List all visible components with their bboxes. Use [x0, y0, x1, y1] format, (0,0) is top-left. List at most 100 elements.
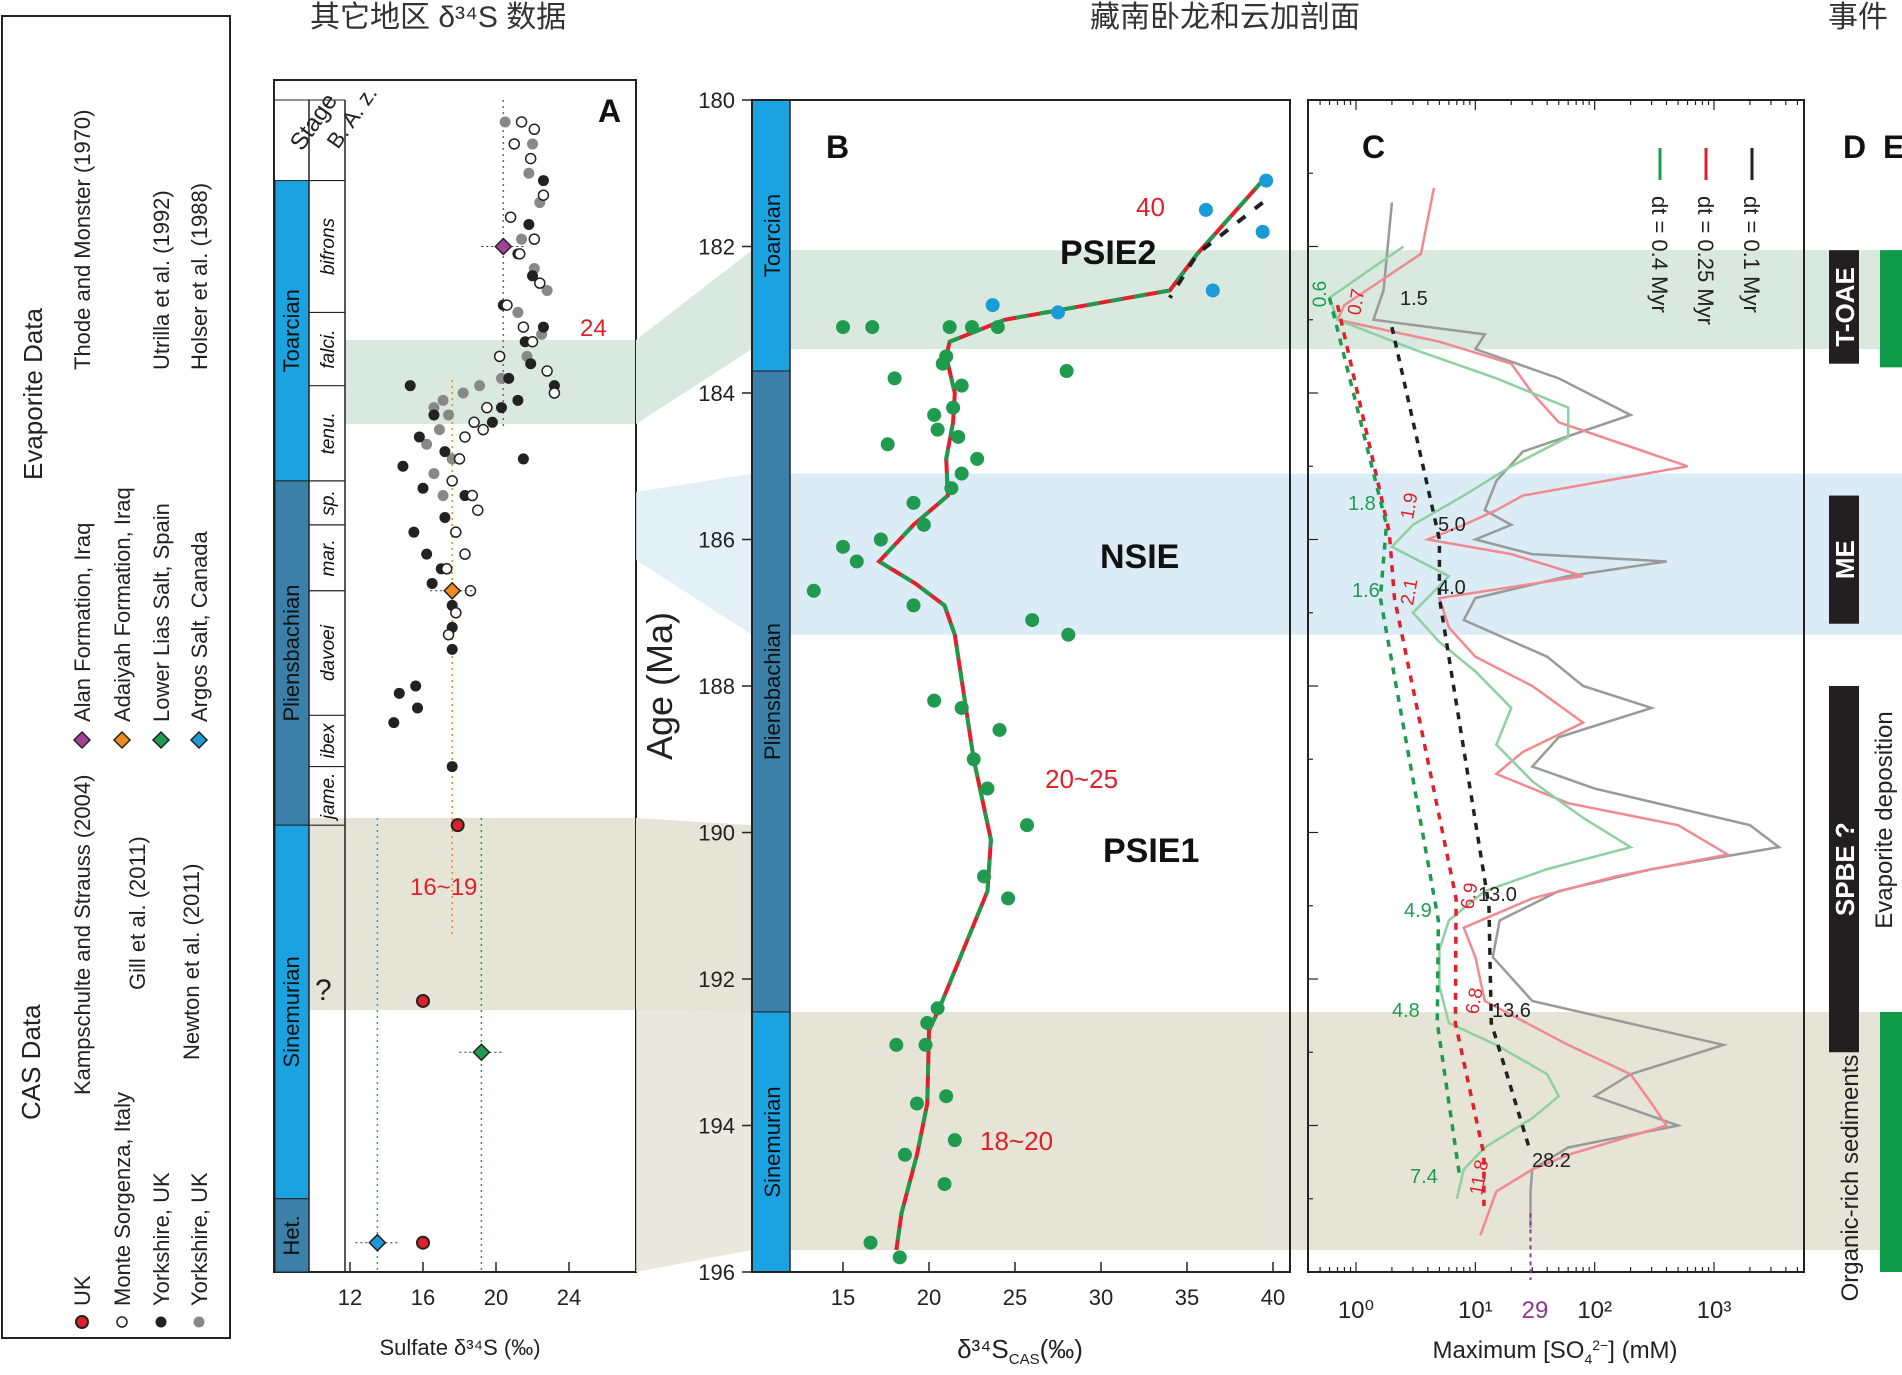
- cas-point-green: [992, 722, 1007, 737]
- connector-tan: [636, 818, 752, 1012]
- monte-sorgenza-point: [508, 138, 520, 150]
- cas-point-green: [865, 320, 880, 335]
- ytick-label-b: 192: [698, 967, 735, 992]
- xtick-label-c: 10²: [1577, 1297, 1612, 1324]
- cas-point-green: [892, 1250, 907, 1265]
- header-middle: 藏南卧龙和云加剖面: [1090, 1, 1360, 34]
- tick-label-a: 16: [411, 1285, 435, 1310]
- legend-diamond-icon: [72, 730, 92, 750]
- panel-letter-c: C: [1362, 129, 1385, 165]
- header-right: 事件: [1828, 1, 1888, 34]
- gill-point: [439, 446, 451, 458]
- cas-point-green: [942, 320, 957, 335]
- xlabel-b: δ³⁴SCAS(‰): [957, 1334, 1083, 1368]
- cas-point-blue: [985, 298, 1000, 313]
- monte-sorgenza-point: [493, 350, 506, 363]
- cas-title: CAS Data: [16, 1004, 46, 1120]
- annotation-green: 4.8: [1392, 1000, 1420, 1022]
- evaporite-title: Evaporite Data: [18, 307, 48, 480]
- cas-point-green: [909, 1096, 924, 1111]
- monte-sorgenza-point: [515, 116, 528, 128]
- tick-label-a: 12: [338, 1285, 362, 1310]
- annotation-red: 2.1: [1397, 577, 1422, 607]
- monte-sorgenza-point: [501, 299, 513, 311]
- stage-label-b: Sinemurian: [760, 1086, 785, 1197]
- legend-evaporite-item: Lower Lias Salt, Spain Utrilla et al. (19…: [149, 190, 174, 750]
- annotation-red: 6.9: [1457, 881, 1482, 911]
- cas-point-blue: [1259, 173, 1274, 188]
- zone-label: ibex: [318, 722, 339, 758]
- legend-cas-source: Kampschulte and Strauss (2004): [70, 775, 95, 1095]
- stage-box-a: [274, 180, 310, 482]
- monte-sorgenza-point: [548, 387, 561, 399]
- newton-point: [443, 409, 455, 421]
- gill-point: [486, 416, 498, 428]
- cas-point-green: [990, 320, 1005, 335]
- xlabel-c: Maximum [SO42−] (mM): [1432, 1337, 1677, 1367]
- cas-point-green: [849, 554, 864, 569]
- legend-cas-source: Gill et al. (2011): [125, 836, 150, 990]
- cas-point-blue: [1255, 224, 1270, 239]
- cas-point-green: [954, 378, 969, 393]
- newton-point: [541, 284, 553, 296]
- legend-cas-label: UK: [70, 1275, 95, 1306]
- monte-sorgenza-point: [534, 277, 546, 289]
- cas-point-green: [930, 1001, 945, 1016]
- monte-sorgenza-point: [453, 453, 466, 465]
- header-left: 其它地区 δ³⁴S 数据: [310, 1, 566, 34]
- evaporite-diamond: [368, 1233, 387, 1252]
- legend-label-c: dt = 0.4 Myr: [1647, 196, 1672, 313]
- newton-point: [474, 380, 486, 392]
- tick-label-a: 20: [484, 1285, 508, 1310]
- annotation-red: 1.9: [1397, 491, 1422, 521]
- legend-evaporite-label: Alan Formation, Iraq: [70, 523, 95, 722]
- annotation-black: 28.2: [1532, 1150, 1571, 1172]
- cas-point-green: [927, 407, 942, 422]
- cas-point-green: [1025, 613, 1040, 628]
- ytick-label-b: 194: [698, 1114, 735, 1139]
- gill-point: [410, 680, 422, 692]
- stage-label-a: Pliensbachian: [279, 585, 304, 722]
- monte-sorgenza-point: [442, 628, 455, 641]
- annotation-black: 5.0: [1438, 514, 1466, 536]
- annotation-black: 13.6: [1492, 1000, 1531, 1022]
- zone-label: jame.: [318, 773, 339, 822]
- cas-point-green: [1059, 364, 1074, 379]
- annotation-black: 1.5: [1400, 288, 1428, 310]
- cas-point-green: [930, 422, 945, 437]
- event-label-d: T-OAE: [1830, 267, 1860, 346]
- legend-diamond-icon: [112, 730, 132, 750]
- cas-point-green: [880, 437, 895, 452]
- newton-point: [527, 138, 538, 150]
- cas-point-green: [954, 466, 969, 481]
- monte-sorgenza-point: [472, 504, 484, 516]
- newton-point: [512, 306, 524, 318]
- cas-point-green: [836, 320, 850, 335]
- cas-point-blue: [1051, 305, 1065, 320]
- monte-sorgenza-point: [541, 365, 553, 377]
- evaporite-deposition-label: Evaporite deposition: [1871, 711, 1898, 928]
- event-box-d: [1829, 250, 1859, 364]
- newton-point: [433, 424, 445, 436]
- event-label-d: ME: [1830, 540, 1860, 579]
- monte-sorgenza-point: [446, 475, 458, 487]
- xtick-label-b: 40: [1261, 1285, 1285, 1310]
- connector-tan: [636, 1010, 752, 1272]
- uk-point: [416, 993, 430, 1008]
- annotation-black: 13.0: [1478, 884, 1517, 906]
- xlabel-a: Sulfate δ³⁴S (‰): [379, 1335, 540, 1360]
- xtick-label-b: 30: [1089, 1285, 1113, 1310]
- gill-point: [428, 409, 440, 421]
- xtick-label-c: 10³: [1697, 1297, 1732, 1324]
- monte-sorgenza-point: [513, 248, 526, 260]
- band-tan: [790, 1011, 1902, 1251]
- newton-point: [523, 167, 535, 179]
- event-box-d: [1829, 686, 1859, 1053]
- monte-sorgenza-point: [468, 416, 480, 429]
- newton-point: [437, 394, 449, 406]
- ytick-label-b: 196: [698, 1260, 735, 1285]
- cas-point-green: [863, 1235, 878, 1250]
- panel-letter-b: B: [826, 129, 849, 165]
- xlabel-c-main: Maximum [SO: [1432, 1337, 1584, 1364]
- evaporite-diamond: [472, 1043, 491, 1062]
